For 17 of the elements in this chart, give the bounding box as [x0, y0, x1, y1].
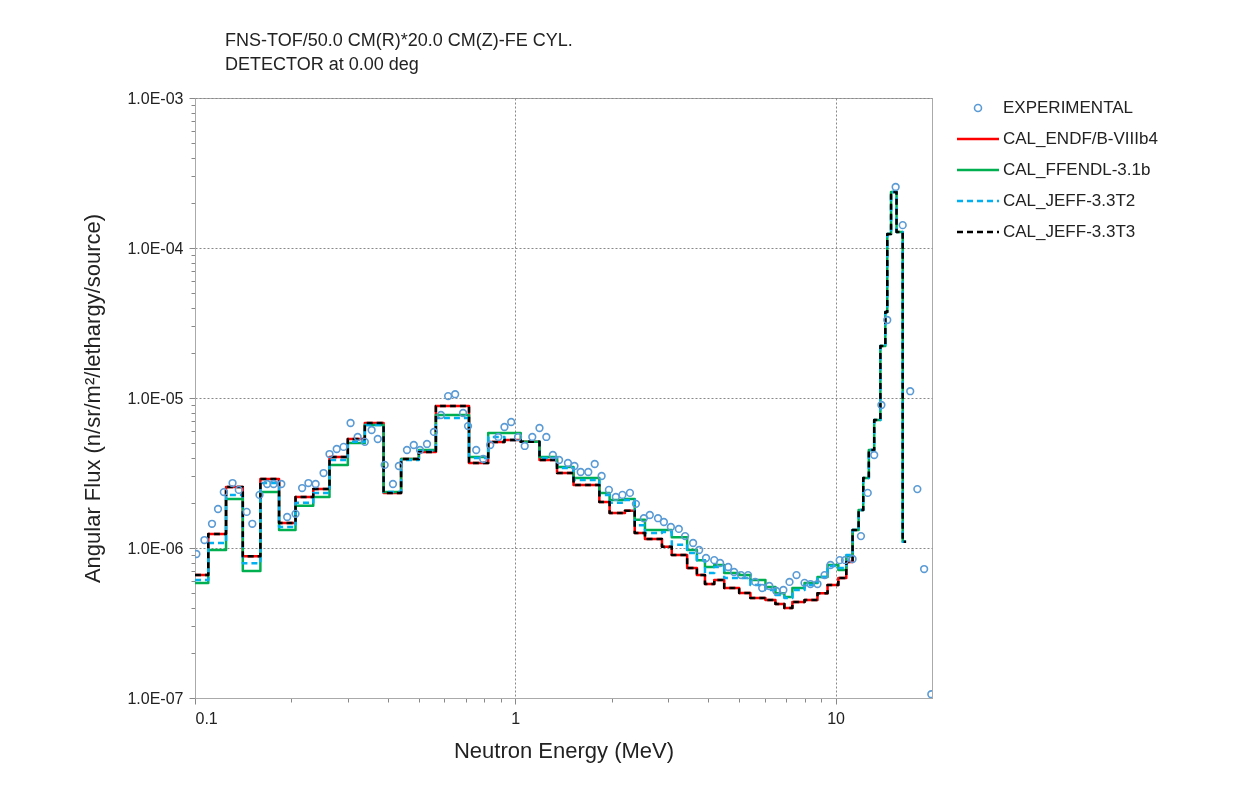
legend-label: CAL_JEFF-3.3T2: [1003, 190, 1136, 212]
y-tick-label: 1.0E-03: [127, 89, 184, 107]
y-tick-label: 1.0E-04: [127, 239, 184, 257]
legend-label: CAL_FFENDL-3.1b: [1003, 159, 1151, 181]
legend-label: EXPERIMENTAL: [1003, 97, 1134, 119]
legend-label: CAL_ENDF/B-VIIIb4: [1003, 128, 1158, 150]
x-tick-label: 0.1: [195, 709, 218, 727]
y-axis-title: Angular Flux (n/sr/m²/lethargy/source): [80, 213, 106, 584]
y-tick-label: 1.0E-06: [127, 539, 184, 557]
x-tick-label: 10: [827, 709, 846, 727]
x-tick-label: 1: [511, 709, 521, 727]
x-axis-title: Neutron Energy (MeV): [453, 737, 675, 763]
chart-title: FNS-TOF/50.0 CM(R)*20.0 CM(Z)-FE CYL.: [225, 30, 573, 50]
legend-label: CAL_JEFF-3.3T3: [1003, 221, 1136, 243]
y-tick-label: 1.0E-07: [127, 689, 184, 707]
chart-subtitle: DETECTOR at 0.00 deg: [225, 54, 419, 74]
y-tick-label: 1.0E-05: [127, 389, 184, 407]
